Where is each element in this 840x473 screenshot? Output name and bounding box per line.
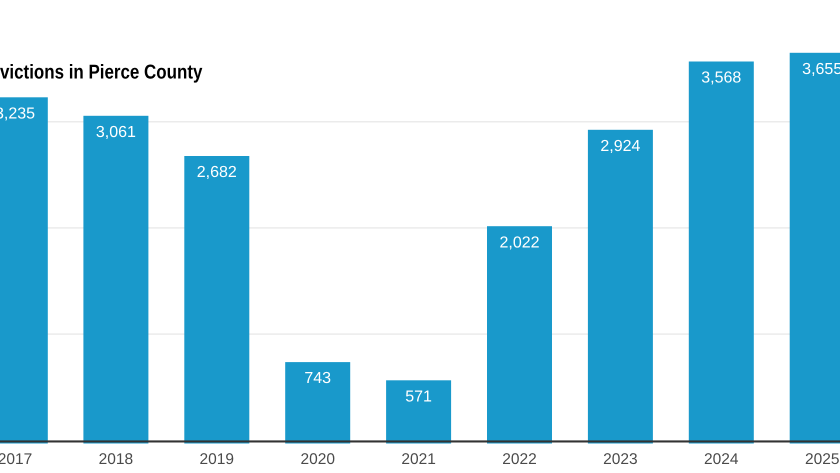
svg-text:2023: 2023 — [603, 451, 637, 468]
svg-text:2021: 2021 — [401, 451, 435, 468]
svg-text:2019: 2019 — [200, 451, 234, 468]
svg-text:3,568: 3,568 — [701, 70, 741, 87]
svg-text:2020: 2020 — [300, 451, 335, 468]
svg-text:2017: 2017 — [0, 451, 32, 468]
svg-text:2022: 2022 — [502, 451, 536, 468]
svg-text:2025: 2025 — [805, 451, 839, 468]
svg-text:2,924: 2,924 — [600, 138, 640, 155]
svg-text:2,682: 2,682 — [197, 164, 237, 181]
svg-text:2018: 2018 — [99, 451, 133, 468]
svg-text:3,061: 3,061 — [96, 124, 136, 141]
svg-text:743: 743 — [304, 370, 331, 387]
svg-text:3,235: 3,235 — [0, 105, 35, 122]
svg-text:3,655: 3,655 — [802, 61, 840, 78]
svg-text:571: 571 — [405, 388, 432, 405]
svg-text:2024: 2024 — [704, 451, 739, 468]
svg-text:2,022: 2,022 — [499, 234, 539, 251]
svg-text:Evictions in Pierce County: Evictions in Pierce County — [0, 62, 203, 84]
